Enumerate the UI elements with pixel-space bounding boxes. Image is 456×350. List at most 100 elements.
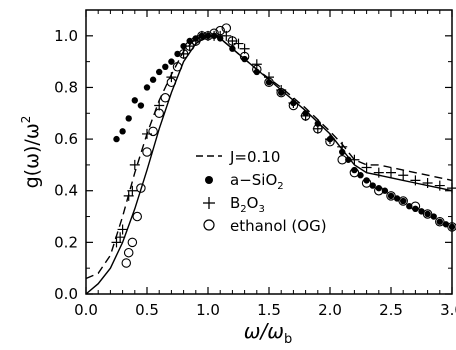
b2o3-point (227, 35, 238, 46)
x-tick-label: 2.5 (379, 301, 403, 319)
sio2-point (381, 187, 389, 194)
legend-label-b2o3: B2O3 (230, 194, 265, 215)
b2o3-point (178, 48, 189, 59)
b2o3-point (398, 170, 409, 181)
sio2-point (149, 76, 157, 83)
b2o3-point (166, 72, 177, 83)
ethanol-point (209, 28, 219, 38)
sio2-point (436, 218, 443, 225)
b2o3-point (422, 177, 433, 188)
ethanol-point (178, 49, 189, 59)
ethanol-point (410, 201, 421, 211)
b2o3-point (184, 41, 195, 52)
y-tick-label: 0.6 (54, 130, 78, 148)
legend-filled-circle-marker (205, 176, 213, 184)
b2o3-point (300, 110, 311, 121)
b2o3-point (337, 141, 348, 152)
sio2-point (241, 55, 248, 63)
y-tick-label: 0.4 (54, 182, 78, 200)
x-axis-label: ω/ωb (244, 319, 293, 347)
ethanol-point (398, 196, 408, 206)
ethanol-point (121, 258, 132, 268)
ethanol-point (197, 31, 207, 41)
sio2-point (180, 42, 187, 50)
y-tick-label: 0.0 (54, 285, 78, 303)
sio2-point (119, 128, 126, 135)
b2o3-point (373, 167, 384, 178)
b2o3-point (349, 154, 360, 165)
sio2-point (406, 203, 413, 210)
legend-label-sio2: a−SiO2 (230, 171, 284, 192)
sio2-point (143, 84, 151, 91)
b2o3-point (312, 123, 323, 134)
sio2-point (168, 58, 175, 65)
b2o3-point (117, 224, 128, 235)
legend-open-circle-marker (203, 219, 215, 231)
ethanol-point (142, 147, 152, 157)
legend-plus-marker (203, 197, 215, 209)
sio2-point (131, 97, 138, 104)
ethanol-point (127, 237, 138, 248)
ethanol-point (123, 247, 134, 258)
sio2-point (345, 156, 352, 163)
b2o3-point (264, 72, 274, 83)
b2o3-point (115, 232, 126, 243)
legend-label-j: J=0.10 (229, 148, 280, 166)
sio2-point (387, 192, 395, 200)
ethanol-point (313, 124, 323, 134)
ethanol-point (361, 178, 372, 188)
sio2-point (125, 115, 132, 122)
ethanol-point (288, 100, 299, 111)
ethanol-point (172, 62, 183, 72)
x-tick-label: 3.0 (440, 301, 456, 319)
x-tick-label: 1.5 (257, 301, 281, 319)
ethanol-point (132, 211, 142, 222)
legend: J=0.10 a−SiO2 B2O3 ethanol (OG) (196, 148, 327, 235)
b2o3-point (251, 59, 262, 70)
x-tick-label: 0.0 (74, 301, 98, 319)
ethanol-point (435, 216, 445, 227)
b2o3-point (233, 38, 244, 49)
y-tick-label: 0.8 (54, 78, 78, 96)
ethanol-point (221, 23, 232, 33)
sio2-point (339, 148, 346, 156)
axis-ticks: 0.0 0.5 1.0 1.5 2.0 2.5 3.0 0.0 0.2 0.4 0.6 0.8 1.0 (54, 10, 456, 319)
sio2-point (400, 197, 407, 205)
b2o3-point (386, 167, 396, 178)
ethanol-point (276, 87, 286, 98)
sio2-point (363, 177, 370, 184)
sio2-point (229, 45, 236, 52)
plot-marks (85, 23, 456, 295)
ethanol-point (374, 185, 384, 196)
ethanol-point (300, 111, 311, 121)
sio2-point (113, 135, 120, 143)
b2o3-point (127, 185, 138, 196)
ethanol-point (191, 36, 201, 46)
legend-label-ethanol: ethanol (OG) (230, 217, 327, 235)
ethanol-point (184, 41, 195, 51)
b2o3-point (190, 35, 201, 46)
b2o3-point (434, 180, 445, 191)
sio2-point (156, 68, 163, 76)
ethanol-point (422, 209, 433, 219)
ethanol-point (215, 25, 225, 36)
sio2-point (174, 50, 181, 58)
ethanol-point (337, 154, 347, 165)
ethanol-point (386, 191, 396, 201)
b2o3-point (123, 190, 134, 201)
x-tick-label: 0.5 (135, 301, 159, 319)
y-axis-label: g(ω)/ω2 (19, 116, 43, 189)
b2o3-point (111, 237, 122, 248)
ethanol-point (148, 126, 158, 137)
ethanol-point (203, 31, 213, 41)
sio2-point (412, 205, 419, 212)
sio2-point (265, 79, 273, 86)
ethanol-point (154, 108, 164, 119)
ethanol-point (160, 93, 171, 103)
y-tick-label: 0.2 (54, 233, 78, 251)
sio2-point (424, 210, 431, 218)
sio2-point (351, 166, 358, 174)
b2o3-point (142, 128, 152, 139)
b2o3-point (410, 175, 421, 186)
